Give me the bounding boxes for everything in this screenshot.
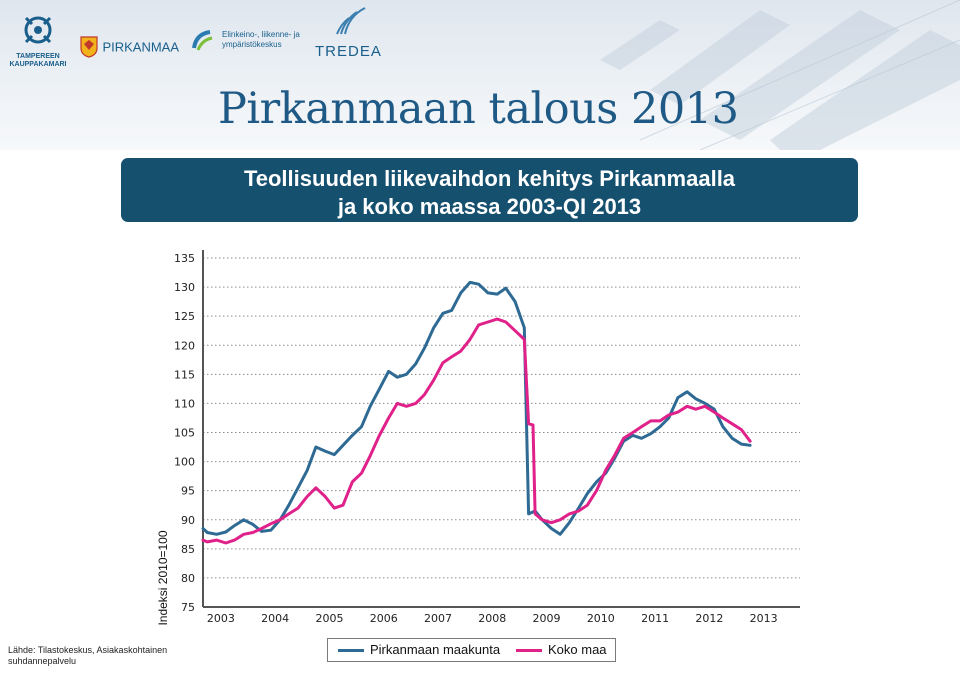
tredea-logo-text: TREDEA [315, 43, 382, 60]
source-note: Lähde: Tilastokeskus, Asiakaskohtainen s… [8, 645, 188, 667]
y-tick-label: 125 [174, 310, 195, 323]
y-tick-label: 85 [181, 543, 195, 556]
x-tick-label: 2003 [207, 612, 235, 625]
hero-title: Pirkanmaan talous 2013 [218, 84, 739, 134]
legend-swatch-koko-maa [516, 649, 542, 652]
y-tick-label: 100 [174, 456, 195, 469]
y-tick-label: 95 [181, 485, 195, 498]
y-tick-label: 130 [174, 281, 195, 294]
y-tick-label: 135 [174, 252, 195, 265]
x-tick-label: 2012 [695, 612, 723, 625]
x-tick-label: 2006 [370, 612, 398, 625]
x-tick-label: 2004 [261, 612, 289, 625]
pirkanmaa-logo-text: PIRKANMAA [102, 39, 180, 55]
chart-title-line2: ja koko maassa 2003-QI 2013 [337, 194, 642, 219]
y-tick-label: 75 [181, 601, 195, 614]
chart-legend: Pirkanmaan maakunta Koko maa [327, 638, 616, 662]
chart-grid [203, 257, 800, 579]
x-tick-label: 2007 [424, 612, 452, 625]
tredea-logo: TREDEA [315, 6, 382, 60]
legend-label-pirkanmaa: Pirkanmaan maakunta [370, 642, 501, 657]
pirkanmaa-logo: PIRKANMAA [80, 36, 179, 58]
y-tick-label: 105 [174, 427, 195, 440]
tredea-wave-icon [336, 7, 366, 35]
x-tick-label: 2010 [587, 612, 615, 625]
pirkanmaa-shield-icon [80, 36, 98, 58]
legend-swatch-pirkanmaa [338, 649, 364, 652]
ely-swirl-icon [192, 30, 213, 51]
ely-name-line2: ympäristökeskus [222, 40, 282, 49]
y-tick-label: 80 [181, 572, 195, 585]
legend-label-koko-maa: Koko maa [548, 642, 607, 657]
chamber-emblem-icon [24, 16, 52, 44]
y-axis-title: Indeksi 2010=100 [156, 530, 170, 625]
series-line-koko-maa [201, 317, 752, 545]
series-line-pirkanmaa [201, 280, 752, 536]
source-line2: suhdannepalvelu [8, 656, 77, 666]
tampereen-kauppakamari-logo: TAMPEREEN KAUPPAKAMARI [8, 10, 68, 69]
x-axis: 2003 2004 2005 2006 2007 2008 2009 2010 2011 2012… [203, 606, 800, 625]
x-tick-label: 2009 [533, 612, 561, 625]
chamber-name-line2: KAUPPAKAMARI [9, 61, 67, 68]
x-tick-label: 2011 [641, 612, 669, 625]
source-line1: Lähde: Tilastokeskus, Asiakaskohtainen [8, 645, 168, 655]
y-axis: 75 80 85 90 95 100 105 110 115 120 125 130 135 [174, 250, 204, 614]
x-tick-label: 2013 [750, 612, 778, 625]
header-decoration [600, 0, 960, 150]
y-tick-label: 120 [174, 339, 195, 352]
y-tick-label: 110 [174, 397, 195, 410]
chart-title-line1: Teollisuuden liikevaihdon kehitys Pirkan… [243, 166, 736, 191]
chamber-name-line1: TAMPEREEN [16, 53, 60, 60]
chart-title-box: Teollisuuden liikevaihdon kehitys Pirkan… [121, 158, 858, 222]
x-tick-label: 2008 [478, 612, 506, 625]
y-tick-label: 115 [174, 368, 195, 381]
x-tick-label: 2005 [315, 612, 343, 625]
y-tick-label: 90 [181, 514, 195, 527]
chart-series [201, 280, 752, 545]
ely-name-line1: Elinkeino-, liikenne- ja [222, 30, 300, 39]
